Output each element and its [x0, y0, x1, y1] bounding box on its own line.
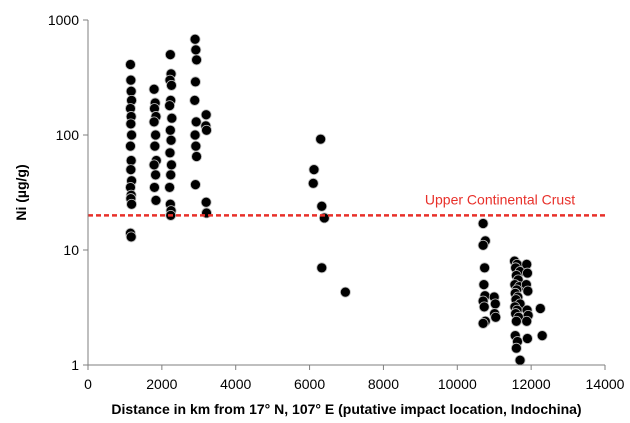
- data-point: [316, 200, 328, 212]
- y-tick-label: 10: [63, 242, 79, 258]
- data-point: [534, 303, 546, 314]
- data-point: [489, 298, 501, 310]
- y-tick-label: 1: [71, 357, 79, 373]
- data-point: [478, 279, 490, 291]
- data-points: [125, 33, 548, 366]
- data-point: [477, 318, 489, 329]
- data-point: [191, 54, 202, 66]
- data-point: [150, 169, 161, 181]
- data-point: [190, 76, 201, 88]
- x-tick-label: 6000: [294, 376, 325, 392]
- data-point: [148, 83, 160, 95]
- x-tick-label: 14000: [586, 376, 625, 392]
- data-point: [150, 194, 162, 206]
- reference-line-label: Upper Continental Crust: [425, 191, 575, 207]
- data-point: [479, 262, 491, 274]
- data-point: [126, 129, 137, 141]
- x-tick-label: 12000: [512, 376, 551, 392]
- x-tick-label: 0: [84, 376, 92, 392]
- data-point: [490, 311, 502, 323]
- data-point: [125, 155, 137, 166]
- data-point: [522, 333, 533, 344]
- data-point: [166, 79, 177, 91]
- data-point: [166, 112, 178, 124]
- data-point: [189, 129, 201, 141]
- data-point: [125, 231, 137, 243]
- data-point: [200, 196, 212, 208]
- x-axis-title: Distance in km from 17° N, 107° E (putat…: [111, 401, 581, 417]
- data-point: [190, 140, 202, 152]
- data-point: [148, 159, 160, 171]
- data-point: [190, 44, 202, 56]
- data-point: [307, 177, 319, 189]
- axes: 0 2000 4000 6000 8000 10000 12000 14000 1 10 100 10…: [48, 12, 625, 392]
- x-tick-label: 10000: [438, 376, 477, 392]
- data-point: [478, 301, 490, 313]
- data-point: [339, 286, 351, 298]
- x-tick-label: 8000: [368, 376, 399, 392]
- data-point: [149, 140, 161, 152]
- data-point: [510, 315, 522, 327]
- data-point: [536, 330, 548, 342]
- data-point: [125, 118, 137, 130]
- data-point: [126, 198, 137, 210]
- data-point: [165, 134, 177, 146]
- y-tick-label: 100: [56, 127, 80, 143]
- data-point: [200, 109, 212, 121]
- data-point: [201, 124, 212, 136]
- data-point: [189, 33, 201, 45]
- data-point: [164, 182, 176, 193]
- data-point: [308, 164, 320, 176]
- data-point: [164, 100, 176, 112]
- x-tick-label: 4000: [220, 376, 251, 392]
- data-point: [522, 267, 533, 279]
- data-point: [477, 218, 489, 229]
- y-axis-title: Ni (µg/g): [13, 164, 29, 220]
- data-point: [166, 159, 177, 171]
- data-point: [191, 151, 202, 162]
- data-point: [125, 85, 137, 97]
- data-point: [150, 129, 161, 141]
- data-point: [125, 164, 137, 176]
- data-point: [190, 116, 202, 128]
- data-point: [514, 354, 526, 366]
- y-tick-label: 1000: [48, 12, 79, 28]
- data-point: [316, 262, 328, 274]
- data-point: [521, 315, 533, 327]
- x-tick-label: 2000: [146, 376, 177, 392]
- data-point: [164, 147, 176, 159]
- reference-line-group: Upper Continental Crust: [88, 191, 605, 217]
- data-point: [315, 133, 327, 145]
- data-point: [148, 116, 160, 128]
- data-point: [125, 59, 136, 70]
- data-point: [477, 239, 489, 251]
- data-point: [189, 94, 201, 106]
- data-point: [522, 285, 534, 297]
- data-point: [164, 124, 176, 136]
- data-point: [164, 49, 176, 61]
- data-point: [190, 179, 201, 191]
- data-point: [125, 74, 137, 86]
- data-point: [510, 342, 522, 354]
- data-point: [125, 140, 136, 152]
- data-point: [165, 169, 177, 181]
- data-point: [149, 182, 160, 193]
